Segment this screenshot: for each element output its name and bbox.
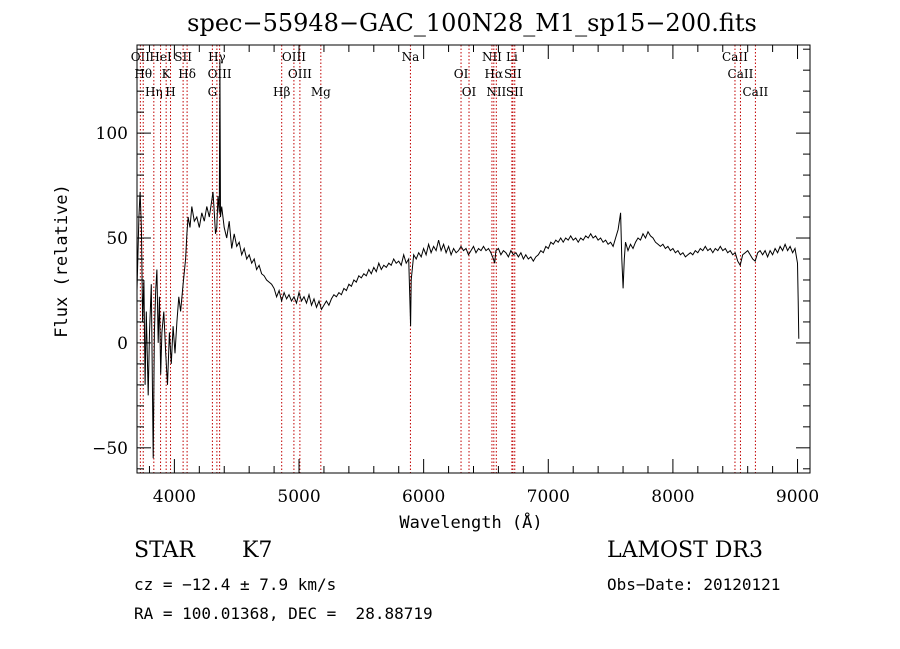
x-tick-label: 8000 — [651, 487, 694, 507]
x-tick-label: 7000 — [527, 487, 570, 507]
x-tick-label: 5000 — [277, 487, 320, 507]
line-marker-label: H — [165, 85, 175, 99]
line-marker-label: NII — [482, 50, 502, 64]
line-marker-label: SII — [174, 50, 192, 64]
line-marker-label: Hα — [485, 67, 504, 81]
line-marker-label: OIII — [282, 50, 306, 64]
redshift-info: cz = −12.4 ± 7.9 km/s — [134, 575, 337, 594]
spectrum-line — [136, 59, 800, 459]
x-tick-label: 4000 — [153, 487, 196, 507]
line-marker-label: SII — [506, 85, 524, 99]
line-marker-label: Na — [402, 50, 420, 64]
line-marker-label: K — [162, 67, 172, 81]
y-axis-label: Flux (relative) — [52, 184, 72, 338]
line-marker-label: SII — [504, 67, 522, 81]
line-marker-label: G — [208, 85, 218, 99]
y-tick-label: 50 — [106, 229, 128, 249]
line-marker-label: OI — [454, 67, 469, 81]
line-marker-label: Hη — [145, 85, 163, 99]
line-marker-label: CaII — [728, 67, 754, 81]
y-tick-label: 0 — [117, 334, 128, 354]
axes: 4000 5000 6000 7000 8000 9000 −50 0 50 100 — [92, 45, 819, 507]
x-tick-label: 9000 — [776, 487, 819, 507]
survey-name: LAMOST DR3 — [607, 538, 763, 563]
line-marker-label: Hδ — [178, 67, 196, 81]
x-tick-label: 6000 — [402, 487, 445, 507]
line-marker-label: Li — [506, 50, 518, 64]
line-marker-label: CaII — [742, 85, 768, 99]
y-tick-label: 100 — [96, 124, 128, 144]
line-marker-label: OIII — [288, 67, 312, 81]
line-marker-label: Hβ — [273, 85, 290, 99]
y-tick-label: −50 — [92, 439, 128, 459]
object-subclass: K7 — [242, 538, 273, 563]
line-marker-label: OI — [462, 85, 477, 99]
line-marker-label: Hγ — [208, 50, 226, 64]
line-marker-label: OII — [131, 50, 151, 64]
chart-title: spec−55948−GAC_100N28_M1_sp15−200.fits — [187, 9, 757, 37]
line-marker-label: Mg — [311, 85, 331, 99]
observation-date: Obs−Date: 20120121 — [607, 575, 781, 594]
object-class: STAR — [134, 538, 195, 563]
coordinates-info: RA = 100.01368, DEC = 28.88719 — [134, 604, 433, 623]
line-marker-label: NII — [486, 85, 506, 99]
plot-frame — [136, 44, 811, 474]
spectral-line-markers: OIIHθHηHeIKHSIIHδGHγOIIIHβOIIIOIIIMgNaOI… — [131, 45, 769, 473]
x-axis-label: Wavelength (Å) — [399, 511, 542, 533]
line-marker-label: CaII — [722, 50, 748, 64]
line-marker-label: HeI — [149, 50, 172, 64]
